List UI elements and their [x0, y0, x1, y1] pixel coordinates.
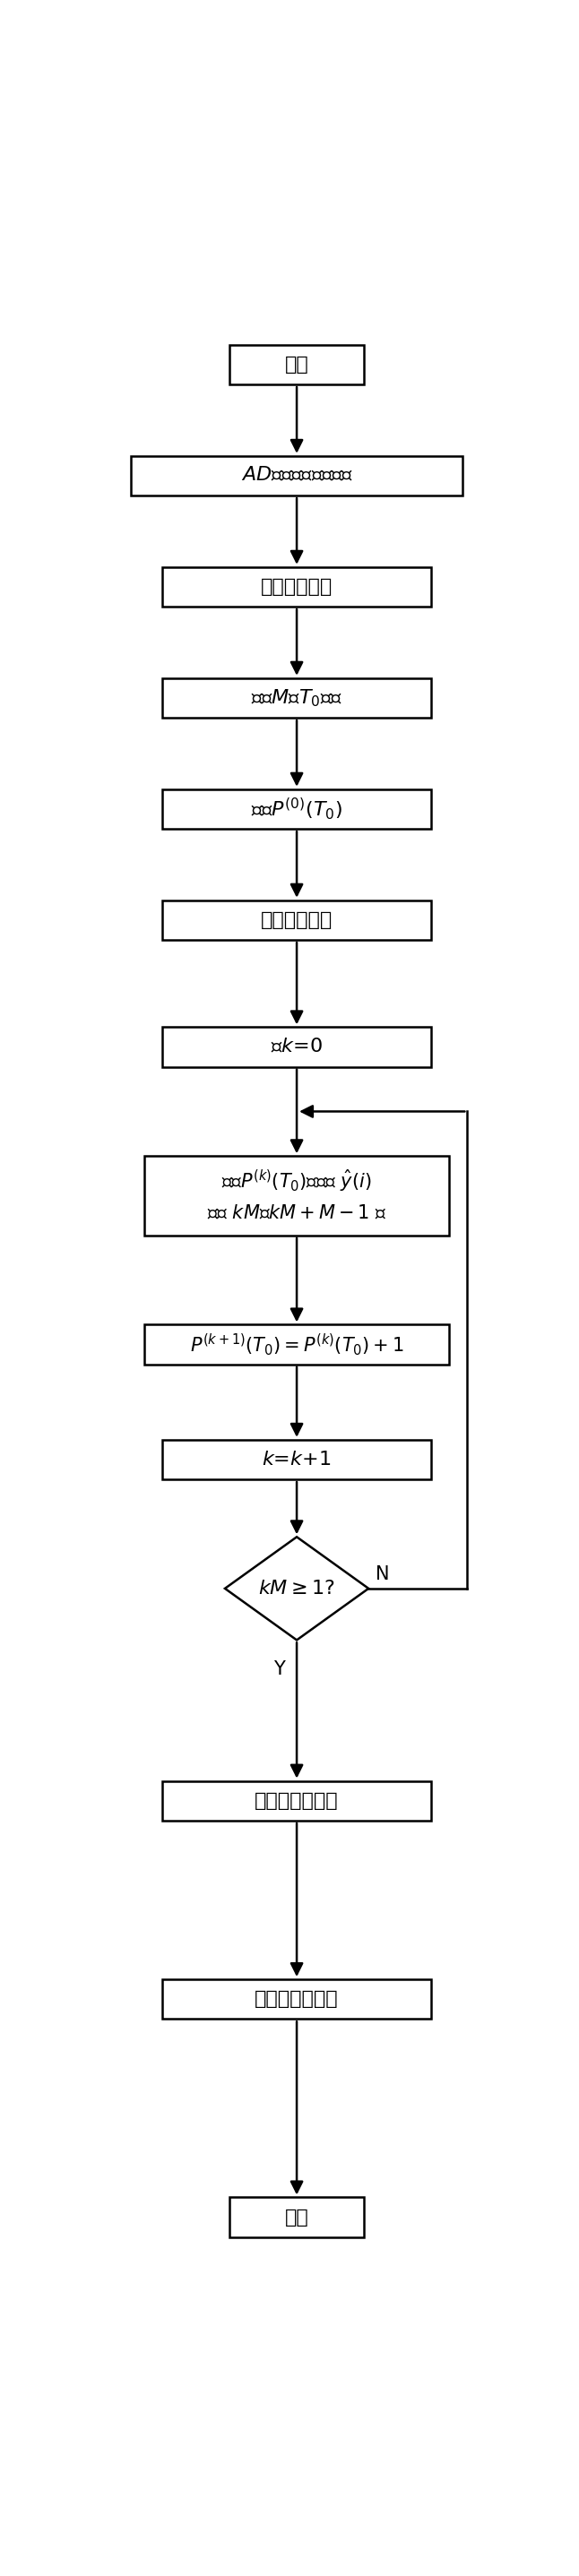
Polygon shape: [225, 1538, 368, 1641]
Bar: [162, 677, 431, 719]
Text: 计算滤波器指标: 计算滤波器指标: [255, 1793, 339, 1811]
Bar: [162, 567, 431, 605]
Text: Y: Y: [273, 1659, 284, 1677]
Text: 开始: 开始: [285, 355, 309, 374]
Text: 计算$P^{(0)}(T_0)$: 计算$P^{(0)}(T_0)$: [251, 796, 342, 822]
Bar: [131, 456, 463, 495]
Bar: [229, 345, 364, 384]
Text: $\it{AD}$采样得到数字信号: $\it{AD}$采样得到数字信号: [241, 466, 353, 484]
Bar: [162, 1978, 431, 2020]
Text: 按照$P^{(k)}(T_0)$累加得 $\hat{y}(i)$: 按照$P^{(k)}(T_0)$累加得 $\hat{y}(i)$: [222, 1170, 372, 1195]
Bar: [162, 1440, 431, 1479]
Bar: [229, 2197, 364, 2236]
Bar: [162, 788, 431, 829]
Bar: [144, 1324, 449, 1365]
Text: 去除非整数点: 去除非整数点: [261, 912, 333, 930]
Text: $k$=$k$+1: $k$=$k$+1: [262, 1450, 331, 1468]
Text: 的第 $kM$～$kM+M-1$ 点: 的第 $kM$～$kM+M-1$ 点: [207, 1203, 387, 1221]
Bar: [162, 1028, 431, 1066]
Text: 结束: 结束: [285, 2208, 309, 2226]
Text: 确定$M$与$T_0$的值: 确定$M$与$T_0$的值: [251, 688, 342, 708]
Text: 令$k$=0: 令$k$=0: [271, 1038, 323, 1056]
Text: 构造数据矩阵: 构造数据矩阵: [261, 577, 333, 595]
Text: 滤波得输出波束: 滤波得输出波束: [255, 1991, 339, 2009]
Text: $P^{(k+1)}(T_0)=P^{(k)}(T_0)+1$: $P^{(k+1)}(T_0)=P^{(k)}(T_0)+1$: [190, 1332, 404, 1358]
Bar: [162, 899, 431, 940]
Text: $kM\geq1$?: $kM\geq1$?: [258, 1579, 335, 1597]
Bar: [162, 1780, 431, 1821]
Bar: [144, 1157, 449, 1236]
Text: N: N: [375, 1566, 389, 1584]
